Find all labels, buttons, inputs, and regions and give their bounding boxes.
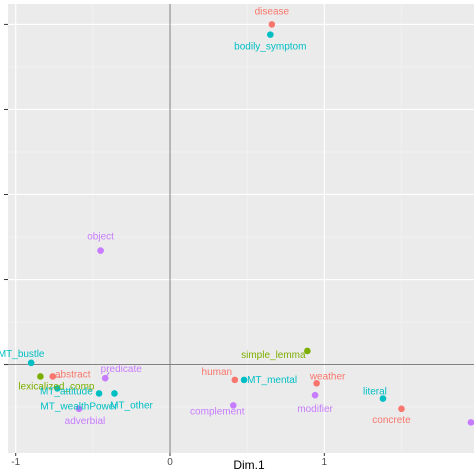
point-label-literal: literal: [363, 387, 387, 398]
label-leader-abstract: [52, 375, 61, 378]
point-simple_lemma: [304, 347, 311, 355]
point-complement: [229, 402, 237, 409]
point-label-MT_other: MT_other: [110, 400, 153, 411]
point-label-concrete: concrete: [372, 415, 411, 426]
point-predicate: [101, 374, 109, 382]
point-label-MT_bustle: MT_bustle: [0, 349, 45, 360]
point-label-MT_attitude: MT_attitude: [40, 386, 93, 397]
plot-panel: [8, 4, 474, 453]
x-axis-title: Dim.1: [233, 458, 265, 472]
point-label-MT_wealthPower: MT_wealthPower: [40, 401, 118, 412]
data-points: [27, 21, 474, 426]
axis-ticks: -1 0 1: [4, 23, 328, 468]
point-label-weather: weather: [309, 371, 346, 382]
point-weather: [313, 379, 320, 387]
point-literal: [379, 395, 387, 402]
point-label-adverbial: adverbial: [65, 416, 106, 427]
point-MT_attitude: [54, 385, 61, 392]
x-tick-label: 1: [322, 457, 328, 468]
point-label-simple_lemma: simple_lemma: [241, 350, 306, 361]
point-MT_wealthPower: [95, 390, 103, 397]
point-label-object: object: [87, 232, 114, 243]
point-MT_bustle: [27, 359, 35, 367]
point-object: [97, 247, 104, 254]
point-disease: [268, 21, 276, 28]
point-label-disease: disease: [255, 6, 290, 17]
point-subject: [467, 419, 474, 426]
point-label-complement: complement: [190, 406, 245, 417]
point-adverbial: [75, 405, 83, 413]
point-label-MT_mental: MT_mental: [247, 375, 297, 386]
panel-background: [8, 4, 474, 453]
point-MT_mental: [240, 376, 248, 384]
point-label-predicate: predicate: [101, 364, 143, 375]
reference-lines: [8, 4, 474, 453]
point-label-lexicalized_comp: lexicalized_comp: [18, 381, 95, 392]
x-tick-label: -1: [11, 457, 20, 468]
point-human: [231, 376, 239, 384]
point-label-modifier: modifier: [297, 404, 333, 415]
point-label-abstract: abstract: [55, 369, 91, 380]
point-label-bodily_symptom: bodily_symptom: [234, 42, 306, 53]
point-modifier: [311, 391, 319, 399]
point-MT_other: [111, 390, 118, 397]
point-lexicalized_comp: [37, 373, 44, 380]
label-leader-predicate: [104, 371, 110, 379]
point-bodily_symptom: [267, 31, 274, 38]
x-tick-label: 0: [167, 457, 173, 468]
point-concrete: [398, 405, 405, 413]
point-label-human: human: [202, 367, 233, 378]
